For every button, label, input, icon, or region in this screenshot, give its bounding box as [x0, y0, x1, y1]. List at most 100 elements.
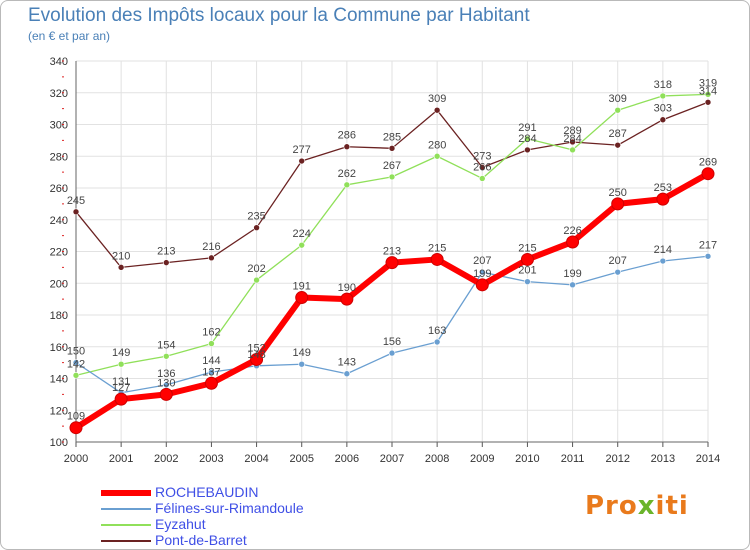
- data-point-rochebaudin: [566, 235, 580, 249]
- data-label-eyzahut: 162: [202, 327, 220, 339]
- data-point-rochebaudin: [385, 256, 399, 270]
- data-point-pont-de-barret: [298, 157, 306, 165]
- data-label-rochebaudin: 130: [157, 377, 175, 389]
- x-tick-label: 2008: [425, 453, 449, 465]
- data-point-pont-de-barret: [253, 224, 260, 231]
- data-point-eyzahut: [388, 173, 396, 181]
- data-point-rochebaudin: [295, 291, 309, 305]
- data-label-pont-de-barret: 286: [338, 130, 356, 142]
- data-label-pont-de-barret: 245: [67, 195, 85, 207]
- data-point-pont-de-barret: [569, 138, 576, 146]
- data-point-rochebaudin: [69, 421, 83, 435]
- data-label-eyzahut: 267: [383, 160, 401, 172]
- x-tick-label: 2012: [605, 453, 629, 465]
- data-point-eyzahut: [117, 360, 125, 368]
- data-label-pont-de-barret: 277: [293, 144, 311, 156]
- y-tick-label: 240: [50, 215, 68, 227]
- data-label-rochebaudin: 269: [699, 157, 717, 169]
- data-point-felines-sur-rimandoule: [208, 368, 215, 376]
- data-label-felines-sur-rimandoule: 150: [67, 346, 85, 358]
- data-label-felines-sur-rimandoule: 148: [247, 349, 265, 361]
- x-tick-label: 2002: [154, 453, 178, 465]
- x-tick-label: 2014: [696, 453, 720, 465]
- legend-swatch: [101, 524, 151, 526]
- y-tick-label: 280: [50, 151, 68, 163]
- data-point-pont-de-barret: [433, 106, 441, 114]
- x-tick-label: 2006: [335, 453, 359, 465]
- data-label-felines-sur-rimandoule: 144: [202, 355, 220, 367]
- data-label-felines-sur-rimandoule: 207: [609, 255, 627, 267]
- data-label-felines-sur-rimandoule: 217: [699, 239, 717, 251]
- data-point-rochebaudin: [159, 387, 173, 401]
- data-label-eyzahut: 284: [563, 133, 581, 145]
- data-label-pont-de-barret: 285: [383, 131, 401, 143]
- data-point-pont-de-barret: [208, 254, 215, 262]
- data-label-felines-sur-rimandoule: 149: [293, 347, 311, 359]
- data-label-pont-de-barret: 289: [563, 125, 581, 137]
- x-tick-label: 2003: [199, 453, 223, 465]
- data-label-felines-sur-rimandoule: 136: [157, 368, 175, 380]
- data-label-pont-de-barret: 309: [428, 93, 446, 105]
- data-point-felines-sur-rimandoule: [343, 370, 351, 378]
- data-label-felines-sur-rimandoule: 214: [654, 244, 672, 256]
- data-point-eyzahut: [659, 92, 667, 100]
- x-tick-label: 2005: [289, 453, 313, 465]
- data-point-pont-de-barret: [117, 264, 125, 271]
- x-tick-label: 2009: [470, 453, 494, 465]
- proxiti-logo: Proxiti: [585, 491, 689, 521]
- legend-swatch: [101, 490, 151, 496]
- chart-subtitle: (en € et par an): [28, 29, 111, 43]
- data-point-eyzahut: [478, 175, 486, 182]
- data-label-rochebaudin: 190: [338, 282, 356, 294]
- data-label-eyzahut: 309: [609, 93, 627, 105]
- data-label-pont-de-barret: 273: [473, 150, 491, 162]
- data-point-felines-sur-rimandoule: [298, 360, 306, 368]
- y-tick-label: 200: [50, 278, 68, 290]
- y-tick-label: 120: [50, 405, 68, 417]
- x-tick-label: 2000: [64, 453, 88, 465]
- data-point-felines-sur-rimandoule: [162, 381, 170, 389]
- data-label-eyzahut: 202: [247, 263, 265, 275]
- data-label-felines-sur-rimandoule: 207: [473, 255, 491, 267]
- legend-label: Félines-sur-Rimandoule: [155, 500, 304, 516]
- x-tick-label: 2013: [651, 453, 675, 465]
- data-label-rochebaudin: 127: [112, 382, 130, 394]
- data-point-felines-sur-rimandoule: [614, 268, 622, 276]
- data-label-felines-sur-rimandoule: 156: [383, 336, 401, 348]
- data-label-rochebaudin: 215: [518, 242, 536, 254]
- data-point-eyzahut: [614, 106, 622, 114]
- data-label-felines-sur-rimandoule: 163: [428, 325, 446, 337]
- data-point-felines-sur-rimandoule: [704, 252, 712, 260]
- data-point-rochebaudin: [520, 252, 534, 266]
- data-label-pont-de-barret: 235: [247, 211, 265, 223]
- data-label-rochebaudin: 137: [202, 366, 220, 378]
- y-tick-label: 220: [50, 247, 68, 259]
- data-point-felines-sur-rimandoule: [569, 281, 576, 289]
- data-point-rochebaudin: [475, 278, 489, 292]
- y-tick-label: 180: [50, 310, 68, 322]
- data-label-pont-de-barret: 287: [609, 128, 627, 140]
- data-label-pont-de-barret: 210: [112, 250, 130, 262]
- data-label-pont-de-barret: 303: [654, 103, 672, 115]
- data-label-pont-de-barret: 213: [157, 246, 175, 258]
- x-tick-label: 2007: [380, 453, 404, 465]
- data-point-pont-de-barret: [72, 208, 80, 216]
- data-label-eyzahut: 291: [518, 122, 536, 134]
- y-tick-label: 260: [50, 183, 68, 195]
- data-label-eyzahut: 266: [473, 161, 491, 173]
- data-point-eyzahut: [298, 241, 306, 249]
- data-label-felines-sur-rimandoule: 201: [518, 265, 536, 277]
- data-point-felines-sur-rimandoule: [388, 349, 396, 357]
- data-point-pont-de-barret: [478, 164, 486, 171]
- data-label-felines-sur-rimandoule: 143: [338, 357, 356, 369]
- data-label-eyzahut: 280: [428, 139, 446, 151]
- data-label-eyzahut: 319: [699, 77, 717, 89]
- data-point-felines-sur-rimandoule: [524, 278, 531, 285]
- data-point-pont-de-barret: [162, 259, 170, 266]
- y-tick-label: 300: [50, 120, 68, 132]
- data-point-rochebaudin: [250, 352, 264, 366]
- data-point-rochebaudin: [430, 252, 444, 266]
- data-label-eyzahut: 262: [338, 168, 356, 180]
- y-tick-label: 160: [50, 342, 68, 354]
- data-label-felines-sur-rimandoule: 199: [563, 268, 581, 280]
